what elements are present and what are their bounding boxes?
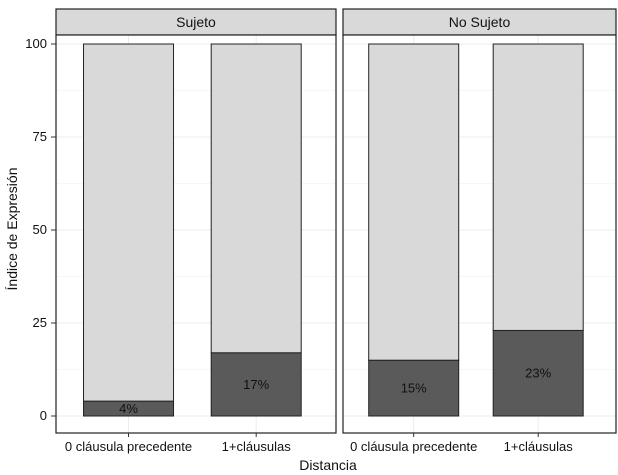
facet-strip: [342, 8, 617, 36]
facet-strip: [55, 8, 337, 36]
x-tick-label: 1+cláusulas: [504, 439, 574, 454]
bar-segment-expressed: [368, 359, 460, 417]
x-tick-label: 0 cláusula precedente: [65, 439, 192, 454]
data-label: 4%: [119, 401, 138, 416]
y-tick-label: 25: [33, 315, 47, 330]
bar-segment-expressed: [492, 329, 584, 417]
bar-segment-remainder: [210, 43, 302, 354]
facet-strip-label: Sujeto: [176, 14, 216, 30]
panel-border: [55, 34, 337, 434]
data-label: 15%: [401, 381, 427, 396]
y-tick-label: 0: [40, 408, 47, 423]
x-tick-label: 0 cláusula precedente: [350, 439, 477, 454]
x-tick-label: 1+cláusulas: [222, 439, 292, 454]
bar-segment-remainder: [492, 43, 584, 331]
panel-border: [342, 34, 617, 434]
x-axis-label: Distancia: [299, 457, 357, 473]
facet-strip-label: No Sujeto: [449, 14, 511, 30]
data-label: 17%: [243, 377, 269, 392]
y-axis-label: Índice de Expresión: [4, 168, 20, 291]
bar-segment-remainder: [83, 43, 175, 402]
y-tick-label: 75: [33, 129, 47, 144]
facet-panel: No Sujeto 15% 0 cláusula precedente 23% 1+cl…: [342, 8, 617, 454]
y-axis: 0 25 50 75 100: [25, 36, 56, 423]
data-label: 23%: [525, 366, 551, 381]
y-tick-label: 50: [33, 222, 47, 237]
facets-layer: Sujeto 4% 0 cláusula precedente 17% 1+cláusu…: [55, 8, 617, 454]
facet-panel: Sujeto 4% 0 cláusula precedente 17% 1+cláusu…: [55, 8, 337, 454]
bar-segment-remainder: [368, 43, 460, 361]
y-tick-label: 100: [25, 36, 47, 51]
